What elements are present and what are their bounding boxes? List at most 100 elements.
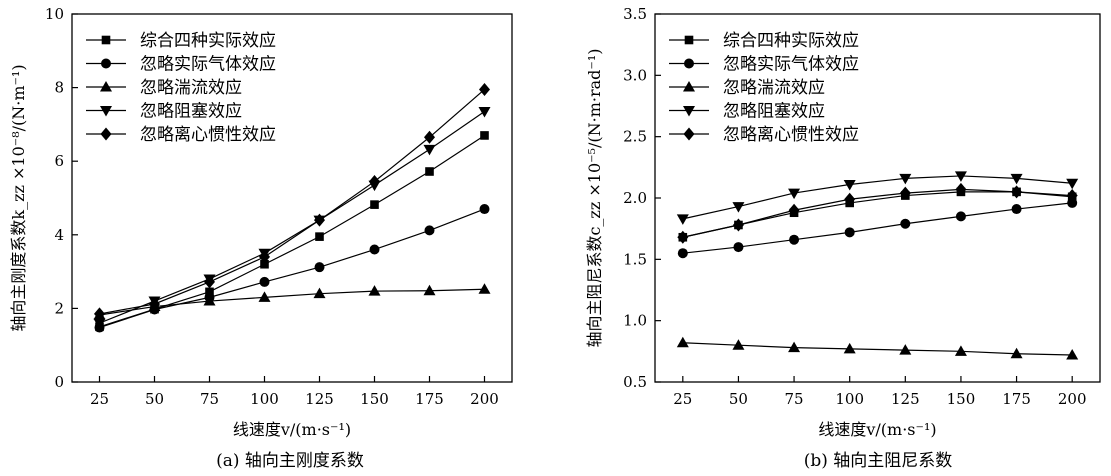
data-point [1066, 189, 1078, 203]
data-point [843, 180, 856, 191]
series-line [682, 342, 1073, 356]
series-4 [94, 82, 490, 321]
legend-marker [100, 106, 112, 117]
data-point [843, 342, 856, 354]
y-axis-label: 轴向主阻尼系数c_zz ×10⁻⁵/(N·m·rad⁻¹) [585, 48, 604, 347]
series-2 [676, 336, 1079, 360]
data-point [259, 250, 270, 264]
data-point [424, 225, 435, 236]
x-tick-label: 200 [470, 390, 499, 408]
y-tick-label: 1.5 [623, 250, 647, 268]
data-point [1011, 204, 1022, 215]
panel-caption: (b) 轴向主阻尼系数 [804, 451, 953, 471]
legend-marker [683, 106, 695, 117]
data-point [676, 214, 689, 225]
panel-caption: (a) 轴向主刚度系数 [216, 451, 364, 471]
data-point [203, 295, 216, 306]
data-point [789, 234, 800, 245]
series-1 [677, 197, 1078, 259]
series-line [99, 88, 485, 315]
data-point [1066, 178, 1079, 190]
data-point [478, 283, 491, 294]
data-point [732, 218, 744, 232]
x-tick-label: 100 [835, 390, 864, 408]
data-point [313, 287, 326, 299]
series-line [99, 288, 485, 316]
legend-label: 综合四种实际效应 [140, 31, 276, 51]
y-tick-label: 10 [45, 5, 64, 23]
data-point [478, 107, 491, 118]
data-point [676, 336, 689, 348]
data-point [732, 202, 745, 213]
legend-label: 忽略实际气体效应 [140, 55, 276, 75]
data-point [1066, 349, 1079, 360]
data-point [1067, 197, 1078, 208]
series-line [99, 134, 485, 328]
y-tick-label: 8 [54, 79, 64, 97]
data-point [93, 318, 106, 330]
y-tick-label: 0 [54, 373, 64, 391]
data-point [368, 285, 381, 296]
legend-label: 忽略离心惯性效应 [723, 125, 859, 145]
data-point [205, 287, 214, 297]
x-tick-label: 125 [891, 390, 920, 408]
data-point [788, 203, 800, 217]
series-line [99, 111, 485, 324]
y-axis-label: 轴向主刚度系数k_zz ×10⁻⁸/(N·m⁻¹) [9, 64, 28, 331]
y-tick-label: 4 [54, 226, 64, 244]
x-axis-label: 线速度v/(m·s⁻¹) [233, 420, 351, 439]
legend-label: 忽略阻塞效应 [140, 102, 242, 122]
data-point [423, 284, 436, 296]
plot-frame [71, 13, 513, 383]
data-point [423, 144, 436, 156]
legend-marker [100, 127, 112, 141]
data-point [94, 307, 105, 321]
series-line [682, 202, 1073, 254]
legend-label: 忽略阻塞效应 [723, 102, 825, 122]
legend-marker [684, 35, 694, 45]
y-tick-label: 2.5 [623, 128, 647, 146]
x-tick-label: 50 [729, 390, 748, 408]
x-tick-label: 25 [90, 390, 109, 408]
series-line [682, 175, 1073, 220]
data-point [677, 230, 689, 244]
legend-marker [683, 81, 695, 92]
data-point [1011, 185, 1023, 199]
data-point [900, 218, 911, 229]
data-point [844, 192, 856, 206]
legend-marker [684, 58, 694, 69]
data-point [259, 276, 270, 287]
x-tick-label: 25 [673, 390, 692, 408]
series-line [99, 208, 485, 329]
legend-label: 综合四种实际效应 [723, 31, 859, 51]
x-tick-label: 175 [415, 390, 444, 408]
data-point [369, 244, 380, 255]
legend-marker [683, 127, 695, 141]
data-point [955, 211, 966, 222]
data-point [479, 204, 490, 215]
legend-marker [100, 81, 112, 92]
x-tick-label: 150 [360, 390, 389, 408]
legend-label: 忽略离心惯性效应 [140, 125, 276, 145]
chart-panel-b: 25 50 75 100 125 150 175 200 0.5 1.0 1.5 2.0 2.5 3.0 3… [585, 5, 1101, 471]
y-tick-label: 0.5 [623, 373, 647, 391]
x-tick-label: 125 [305, 390, 334, 408]
data-point [788, 188, 801, 200]
data-point [424, 130, 435, 144]
data-point [899, 344, 912, 355]
data-point [314, 213, 325, 227]
data-point [732, 339, 745, 350]
data-point [260, 259, 269, 269]
series-3 [676, 171, 1079, 225]
data-point [204, 275, 215, 289]
data-point [258, 291, 271, 302]
series-4 [677, 182, 1078, 244]
data-point [954, 171, 967, 182]
legend-marker [101, 58, 111, 69]
x-tick-label: 200 [1058, 390, 1087, 408]
y-tick-label: 6 [54, 152, 64, 170]
y-tick-label: 2.0 [623, 189, 647, 207]
data-point [149, 297, 160, 311]
